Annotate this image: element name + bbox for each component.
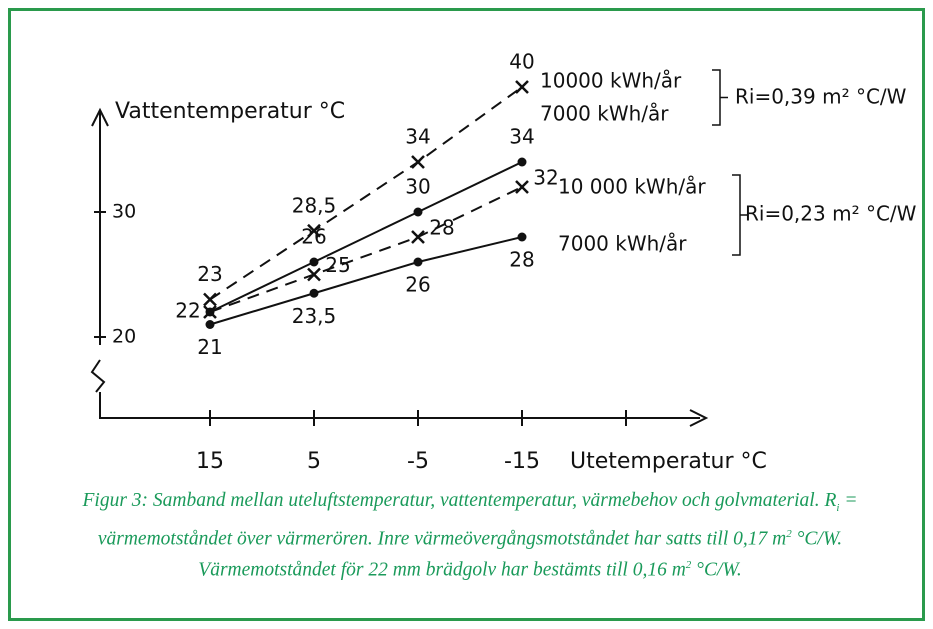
data-label: 30 — [405, 175, 430, 199]
x-arrow — [689, 409, 709, 427]
legend-label: 7000 kWh/år — [558, 232, 687, 256]
caption: Figur 3: Samband mellan uteluftstemperat… — [40, 488, 900, 584]
marker — [411, 230, 425, 244]
series-line — [209, 236, 523, 326]
brace — [732, 174, 748, 256]
legend-label: 10000 kWh/år — [540, 69, 682, 93]
legend-label: 7000 kWh/år — [540, 102, 669, 126]
marker — [307, 223, 321, 238]
data-label: 28 — [429, 216, 454, 240]
group-label: Ri=0,39 m² °C/W — [735, 85, 907, 109]
data-label: 22 — [175, 299, 200, 323]
x-tick-label: -5 — [407, 449, 429, 474]
data-label: 21 — [197, 335, 222, 359]
x-tick-label: 15 — [196, 449, 224, 474]
data-label: 28 — [509, 248, 534, 272]
group-label: Ri=0,23 m² °C/W — [745, 202, 917, 226]
marker — [309, 288, 319, 298]
marker — [307, 267, 321, 282]
marker — [413, 257, 423, 267]
frame — [8, 8, 925, 621]
data-label: 23,5 — [292, 304, 337, 328]
data-label: 25 — [325, 253, 350, 277]
caption-part: i — [836, 501, 840, 514]
caption-part: Figur 3: Samband mellan uteluftstemperat… — [82, 490, 837, 511]
brace — [712, 69, 728, 126]
data-label: 26 — [405, 273, 430, 297]
data-label: 26 — [301, 225, 326, 249]
y-axis-title: Vattentemperatur °C — [115, 99, 345, 124]
data-label: 32 — [533, 166, 558, 190]
marker — [203, 292, 217, 307]
marker — [413, 207, 423, 217]
x-tick-label: -15 — [504, 449, 540, 474]
y-tick-label: 20 — [112, 326, 136, 348]
caption-part: °C/W. Värmemotståndet för 22 mm brädgolv… — [198, 528, 843, 581]
marker — [205, 320, 215, 329]
series-line — [209, 186, 523, 313]
x-axis — [90, 359, 700, 419]
data-label: 28,5 — [292, 193, 337, 217]
marker — [517, 232, 527, 242]
data-label: 34 — [509, 125, 534, 149]
data-label: 40 — [509, 50, 534, 74]
x-axis-title: Utetemperatur °C — [570, 449, 767, 474]
marker — [515, 80, 529, 94]
caption-part: °C/W. — [691, 559, 742, 581]
marker — [411, 155, 425, 169]
y-tick-label: 30 — [112, 201, 136, 223]
caption-part: 2 — [786, 527, 792, 540]
data-label: 34 — [405, 125, 430, 149]
legend-label: 10 000 kWh/år — [558, 175, 706, 199]
marker — [309, 257, 319, 267]
data-label: 23 — [197, 262, 222, 286]
caption-part: 2 — [685, 559, 692, 572]
marker — [203, 305, 217, 319]
series-line — [209, 86, 523, 301]
series-line — [209, 161, 523, 313]
caption-part: = värmemotståndet över värmerören. Inre … — [97, 490, 858, 550]
x-tick-label: 5 — [307, 449, 321, 474]
marker — [517, 157, 527, 167]
marker — [515, 180, 529, 194]
y-arrow — [91, 107, 109, 127]
